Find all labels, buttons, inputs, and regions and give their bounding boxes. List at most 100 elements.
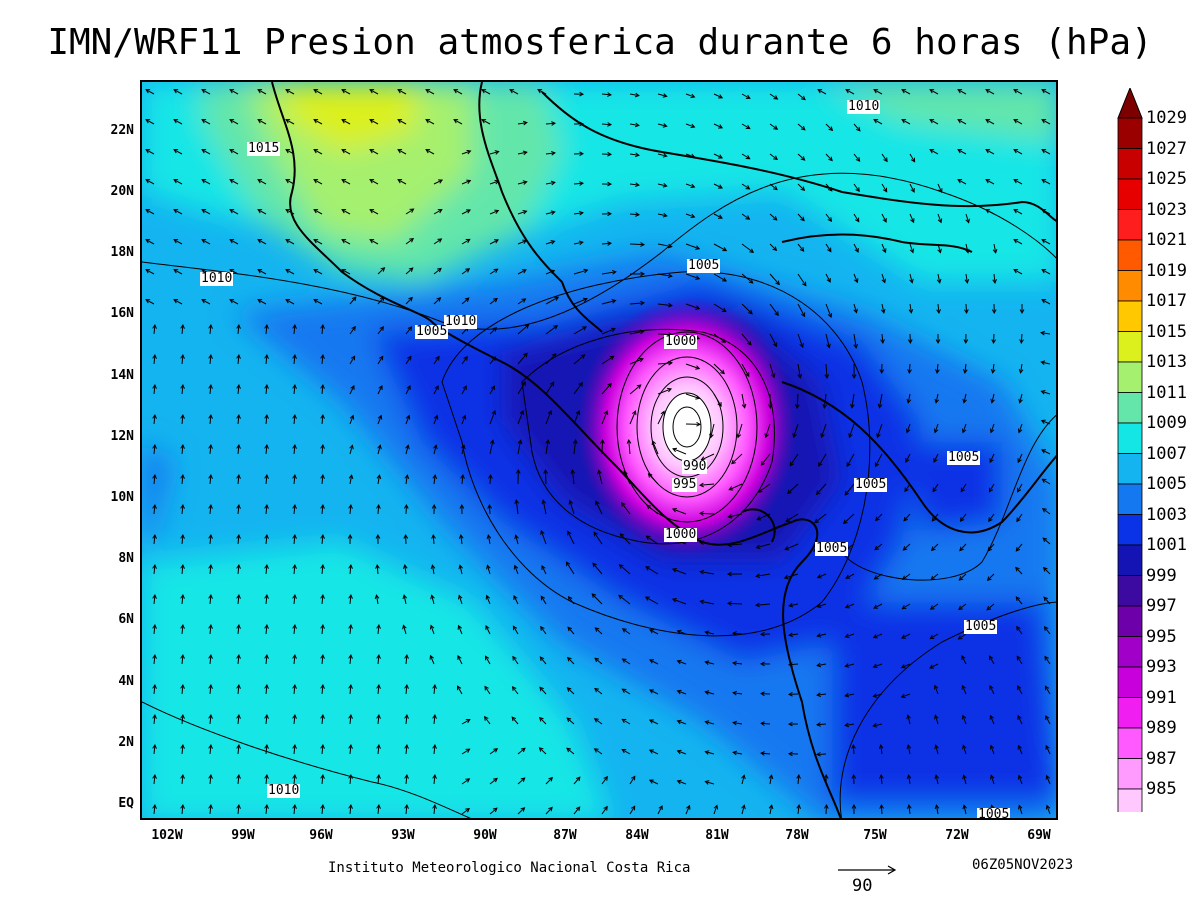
wind-arrow: [489, 327, 497, 335]
wind-arrow: [960, 513, 967, 522]
wind-arrow: [514, 565, 519, 575]
wind-arrow-head: [201, 119, 207, 124]
wind-arrow: [985, 179, 995, 185]
wind-arrow: [601, 410, 608, 425]
wind-arrow-head: [404, 804, 409, 809]
wind-arrow: [545, 270, 555, 275]
wind-arrow: [397, 89, 407, 95]
wind-arrow: [145, 209, 155, 215]
wind-arrow-head: [376, 654, 381, 659]
colorbar-swatch: [1117, 544, 1143, 576]
wind-arrow: [285, 119, 295, 125]
wind-arrow: [489, 440, 494, 455]
wind-arrow-head: [787, 721, 793, 727]
wind-arrow: [237, 354, 240, 365]
wind-arrow-head: [989, 744, 995, 750]
wind-arrow-head: [320, 504, 325, 509]
wind-arrow-head: [236, 444, 241, 449]
wind-arrow-head: [264, 654, 269, 659]
colorbar-swatch: [1117, 117, 1143, 149]
wind-arrow-head: [732, 720, 738, 726]
wind-arrow-head: [145, 239, 151, 244]
wind-arrow: [601, 439, 604, 455]
wind-arrow-head: [662, 123, 668, 128]
wind-arrow: [517, 747, 526, 755]
wind-arrow-head: [264, 774, 269, 779]
wind-arrow: [784, 573, 799, 579]
wind-arrow-head: [1017, 744, 1022, 750]
wind-arrow-head: [430, 564, 436, 570]
wind-arrow-head: [173, 149, 179, 154]
wind-arrow: [935, 775, 939, 785]
wind-arrow: [1041, 209, 1051, 215]
wind-arrow-head: [264, 444, 269, 449]
wind-arrow-head: [990, 774, 995, 780]
wind-arrow: [990, 775, 995, 785]
wind-arrow-head: [313, 179, 319, 184]
wind-arrow-head: [822, 404, 828, 409]
wind-arrow: [341, 89, 351, 95]
wind-arrow: [433, 179, 443, 185]
wind-arrow-head: [145, 89, 151, 94]
wind-arrow: [566, 561, 575, 575]
wind-arrow: [405, 774, 408, 785]
wind-arrow-head: [208, 324, 213, 329]
wind-arrow-head: [568, 499, 574, 505]
colorbar-swatch: [1117, 727, 1143, 759]
wind-arrow: [405, 445, 409, 455]
wind-arrow-head: [900, 664, 906, 669]
colorbar-swatch: [1117, 666, 1143, 698]
wind-arrow-head: [236, 804, 241, 809]
wind-arrow-head: [320, 534, 325, 539]
wind-arrow: [489, 807, 498, 815]
lon-tick-label: 75W: [863, 828, 887, 843]
wind-arrow-head: [152, 414, 157, 419]
wind-arrow: [677, 660, 687, 665]
wind-arrow: [209, 354, 212, 365]
wind-arrow: [405, 356, 412, 365]
wind-arrow: [629, 213, 640, 216]
wind-arrow: [657, 153, 667, 157]
wind-arrow-head: [432, 714, 437, 719]
contour-label: 1010: [847, 99, 881, 114]
wind-arrow: [621, 502, 631, 515]
wind-arrow-head: [593, 718, 599, 723]
wind-arrow-head: [934, 398, 940, 404]
wind-arrow-head: [718, 184, 723, 189]
lon-tick-label: 87W: [553, 828, 577, 843]
wind-arrow-head: [320, 774, 325, 779]
wind-arrow-head: [906, 774, 912, 780]
wind-arrow: [517, 298, 526, 305]
wind-arrow: [461, 808, 470, 815]
wind-arrow: [349, 564, 352, 575]
wind-arrow-head: [436, 267, 442, 273]
wind-arrow: [229, 239, 239, 245]
wind-arrow: [845, 723, 855, 726]
wind-arrow: [321, 474, 324, 485]
wind-arrow: [487, 535, 491, 545]
wind-arrow-head: [827, 312, 833, 319]
wind-arrow: [628, 440, 631, 455]
wind-arrow: [517, 410, 524, 425]
wind-arrow-head: [959, 517, 965, 522]
wind-arrow-head: [458, 564, 463, 570]
wind-arrow: [209, 684, 212, 695]
wind-arrow-head: [464, 297, 470, 302]
wind-arrow: [789, 633, 799, 636]
wind-arrow: [685, 363, 700, 370]
lon-tick-label: 84W: [625, 828, 649, 843]
wind-arrow-head: [377, 414, 383, 420]
wind-arrow-head: [660, 410, 665, 416]
wind-arrow: [756, 603, 771, 606]
wind-arrow-head: [320, 684, 325, 689]
wind-arrow: [646, 504, 659, 515]
wind-arrow: [657, 213, 667, 217]
wind-arrow: [845, 633, 855, 638]
wind-arrow-head: [667, 273, 673, 279]
wind-arrow: [601, 271, 616, 275]
wind-arrow-head: [522, 150, 528, 156]
wind-arrow: [369, 149, 379, 155]
wind-arrow-head: [229, 269, 235, 274]
wind-arrow: [181, 384, 184, 395]
wind-arrow: [817, 573, 827, 579]
